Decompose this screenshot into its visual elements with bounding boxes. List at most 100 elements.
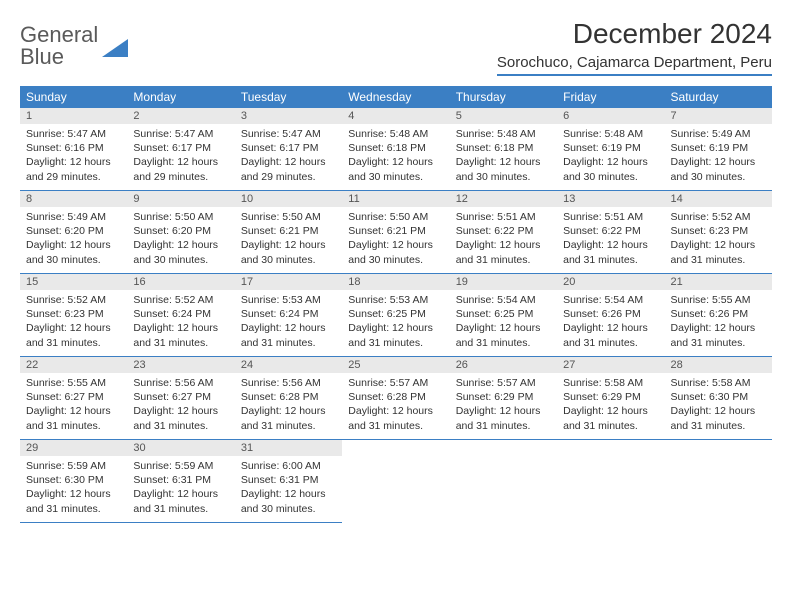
weekday-header: Friday	[557, 86, 664, 108]
day-details: Sunrise: 5:55 AMSunset: 6:27 PMDaylight:…	[20, 373, 127, 439]
day-details: Sunrise: 5:57 AMSunset: 6:29 PMDaylight:…	[450, 373, 557, 439]
day-details: Sunrise: 5:47 AMSunset: 6:17 PMDaylight:…	[127, 124, 234, 190]
day-number: 23	[127, 357, 234, 373]
day-details: Sunrise: 5:56 AMSunset: 6:27 PMDaylight:…	[127, 373, 234, 439]
day-number: 16	[127, 274, 234, 290]
calendar-week-row: 29Sunrise: 5:59 AMSunset: 6:30 PMDayligh…	[20, 440, 772, 523]
day-details: Sunrise: 5:54 AMSunset: 6:25 PMDaylight:…	[450, 290, 557, 356]
day-number: 17	[235, 274, 342, 290]
calendar-day-cell: 15Sunrise: 5:52 AMSunset: 6:23 PMDayligh…	[20, 274, 127, 357]
calendar-day-cell: 6Sunrise: 5:48 AMSunset: 6:19 PMDaylight…	[557, 108, 664, 191]
calendar-day-cell: 14Sunrise: 5:52 AMSunset: 6:23 PMDayligh…	[665, 191, 772, 274]
day-number: 2	[127, 108, 234, 124]
day-details: Sunrise: 5:51 AMSunset: 6:22 PMDaylight:…	[557, 207, 664, 273]
day-details: Sunrise: 5:58 AMSunset: 6:29 PMDaylight:…	[557, 373, 664, 439]
weekday-header: Tuesday	[235, 86, 342, 108]
day-details: Sunrise: 6:00 AMSunset: 6:31 PMDaylight:…	[235, 456, 342, 522]
day-details: Sunrise: 5:57 AMSunset: 6:28 PMDaylight:…	[342, 373, 449, 439]
brand-text: General Blue	[20, 24, 98, 68]
brand-logo: General Blue	[20, 24, 128, 68]
day-details: Sunrise: 5:53 AMSunset: 6:25 PMDaylight:…	[342, 290, 449, 356]
weekday-header: Saturday	[665, 86, 772, 108]
day-details: Sunrise: 5:54 AMSunset: 6:26 PMDaylight:…	[557, 290, 664, 356]
day-number: 20	[557, 274, 664, 290]
calendar-day-cell: 23Sunrise: 5:56 AMSunset: 6:27 PMDayligh…	[127, 357, 234, 440]
day-details: Sunrise: 5:47 AMSunset: 6:16 PMDaylight:…	[20, 124, 127, 190]
calendar-table: SundayMondayTuesdayWednesdayThursdayFrid…	[20, 86, 772, 523]
calendar-day-cell: 24Sunrise: 5:56 AMSunset: 6:28 PMDayligh…	[235, 357, 342, 440]
day-number: 4	[342, 108, 449, 124]
calendar-day-cell: 17Sunrise: 5:53 AMSunset: 6:24 PMDayligh…	[235, 274, 342, 357]
day-number: 27	[557, 357, 664, 373]
day-number: 30	[127, 440, 234, 456]
day-number: 15	[20, 274, 127, 290]
brand-word2: Blue	[20, 44, 64, 69]
calendar-day-cell: 28Sunrise: 5:58 AMSunset: 6:30 PMDayligh…	[665, 357, 772, 440]
day-details: Sunrise: 5:50 AMSunset: 6:21 PMDaylight:…	[342, 207, 449, 273]
day-details: Sunrise: 5:48 AMSunset: 6:18 PMDaylight:…	[450, 124, 557, 190]
calendar-day-cell: 20Sunrise: 5:54 AMSunset: 6:26 PMDayligh…	[557, 274, 664, 357]
calendar-day-cell: 31Sunrise: 6:00 AMSunset: 6:31 PMDayligh…	[235, 440, 342, 523]
day-details: Sunrise: 5:59 AMSunset: 6:30 PMDaylight:…	[20, 456, 127, 522]
calendar-day-cell: 29Sunrise: 5:59 AMSunset: 6:30 PMDayligh…	[20, 440, 127, 523]
calendar-header-row: SundayMondayTuesdayWednesdayThursdayFrid…	[20, 86, 772, 108]
weekday-header: Monday	[127, 86, 234, 108]
day-details: Sunrise: 5:49 AMSunset: 6:20 PMDaylight:…	[20, 207, 127, 273]
brand-triangle-icon	[102, 35, 128, 57]
calendar-week-row: 1Sunrise: 5:47 AMSunset: 6:16 PMDaylight…	[20, 108, 772, 191]
day-details: Sunrise: 5:49 AMSunset: 6:19 PMDaylight:…	[665, 124, 772, 190]
day-number: 19	[450, 274, 557, 290]
calendar-day-cell: 3Sunrise: 5:47 AMSunset: 6:17 PMDaylight…	[235, 108, 342, 191]
calendar-day-cell: 19Sunrise: 5:54 AMSunset: 6:25 PMDayligh…	[450, 274, 557, 357]
day-number: 13	[557, 191, 664, 207]
calendar-day-cell: 25Sunrise: 5:57 AMSunset: 6:28 PMDayligh…	[342, 357, 449, 440]
day-details: Sunrise: 5:53 AMSunset: 6:24 PMDaylight:…	[235, 290, 342, 356]
day-number: 9	[127, 191, 234, 207]
calendar-day-cell: 30Sunrise: 5:59 AMSunset: 6:31 PMDayligh…	[127, 440, 234, 523]
day-details: Sunrise: 5:52 AMSunset: 6:23 PMDaylight:…	[665, 207, 772, 273]
calendar-day-cell: 13Sunrise: 5:51 AMSunset: 6:22 PMDayligh…	[557, 191, 664, 274]
day-number: 28	[665, 357, 772, 373]
calendar-day-cell: 7Sunrise: 5:49 AMSunset: 6:19 PMDaylight…	[665, 108, 772, 191]
day-number: 10	[235, 191, 342, 207]
day-number: 31	[235, 440, 342, 456]
location: Sorochuco, Cajamarca Department, Peru	[497, 54, 772, 76]
day-details: Sunrise: 5:50 AMSunset: 6:20 PMDaylight:…	[127, 207, 234, 273]
weekday-header: Sunday	[20, 86, 127, 108]
calendar-day-cell: 9Sunrise: 5:50 AMSunset: 6:20 PMDaylight…	[127, 191, 234, 274]
day-number: 5	[450, 108, 557, 124]
day-number: 11	[342, 191, 449, 207]
day-details: Sunrise: 5:48 AMSunset: 6:18 PMDaylight:…	[342, 124, 449, 190]
day-details: Sunrise: 5:56 AMSunset: 6:28 PMDaylight:…	[235, 373, 342, 439]
calendar-day-cell: 2Sunrise: 5:47 AMSunset: 6:17 PMDaylight…	[127, 108, 234, 191]
calendar-day-cell	[450, 440, 557, 523]
calendar-day-cell: 11Sunrise: 5:50 AMSunset: 6:21 PMDayligh…	[342, 191, 449, 274]
day-details: Sunrise: 5:50 AMSunset: 6:21 PMDaylight:…	[235, 207, 342, 273]
calendar-week-row: 8Sunrise: 5:49 AMSunset: 6:20 PMDaylight…	[20, 191, 772, 274]
day-number: 7	[665, 108, 772, 124]
calendar-day-cell: 1Sunrise: 5:47 AMSunset: 6:16 PMDaylight…	[20, 108, 127, 191]
calendar-body: 1Sunrise: 5:47 AMSunset: 6:16 PMDaylight…	[20, 108, 772, 523]
calendar-day-cell: 21Sunrise: 5:55 AMSunset: 6:26 PMDayligh…	[665, 274, 772, 357]
day-number: 24	[235, 357, 342, 373]
calendar-day-cell: 4Sunrise: 5:48 AMSunset: 6:18 PMDaylight…	[342, 108, 449, 191]
day-number: 21	[665, 274, 772, 290]
day-number: 3	[235, 108, 342, 124]
weekday-header: Wednesday	[342, 86, 449, 108]
calendar-week-row: 15Sunrise: 5:52 AMSunset: 6:23 PMDayligh…	[20, 274, 772, 357]
title-block: December 2024 Sorochuco, Cajamarca Depar…	[497, 18, 772, 76]
calendar-day-cell: 12Sunrise: 5:51 AMSunset: 6:22 PMDayligh…	[450, 191, 557, 274]
weekday-header: Thursday	[450, 86, 557, 108]
day-number: 22	[20, 357, 127, 373]
calendar-day-cell	[342, 440, 449, 523]
day-number: 8	[20, 191, 127, 207]
calendar-day-cell: 22Sunrise: 5:55 AMSunset: 6:27 PMDayligh…	[20, 357, 127, 440]
calendar-day-cell: 8Sunrise: 5:49 AMSunset: 6:20 PMDaylight…	[20, 191, 127, 274]
calendar-day-cell: 5Sunrise: 5:48 AMSunset: 6:18 PMDaylight…	[450, 108, 557, 191]
day-details: Sunrise: 5:52 AMSunset: 6:24 PMDaylight:…	[127, 290, 234, 356]
day-number: 14	[665, 191, 772, 207]
calendar-day-cell: 18Sunrise: 5:53 AMSunset: 6:25 PMDayligh…	[342, 274, 449, 357]
day-number: 26	[450, 357, 557, 373]
day-details: Sunrise: 5:59 AMSunset: 6:31 PMDaylight:…	[127, 456, 234, 522]
day-details: Sunrise: 5:51 AMSunset: 6:22 PMDaylight:…	[450, 207, 557, 273]
